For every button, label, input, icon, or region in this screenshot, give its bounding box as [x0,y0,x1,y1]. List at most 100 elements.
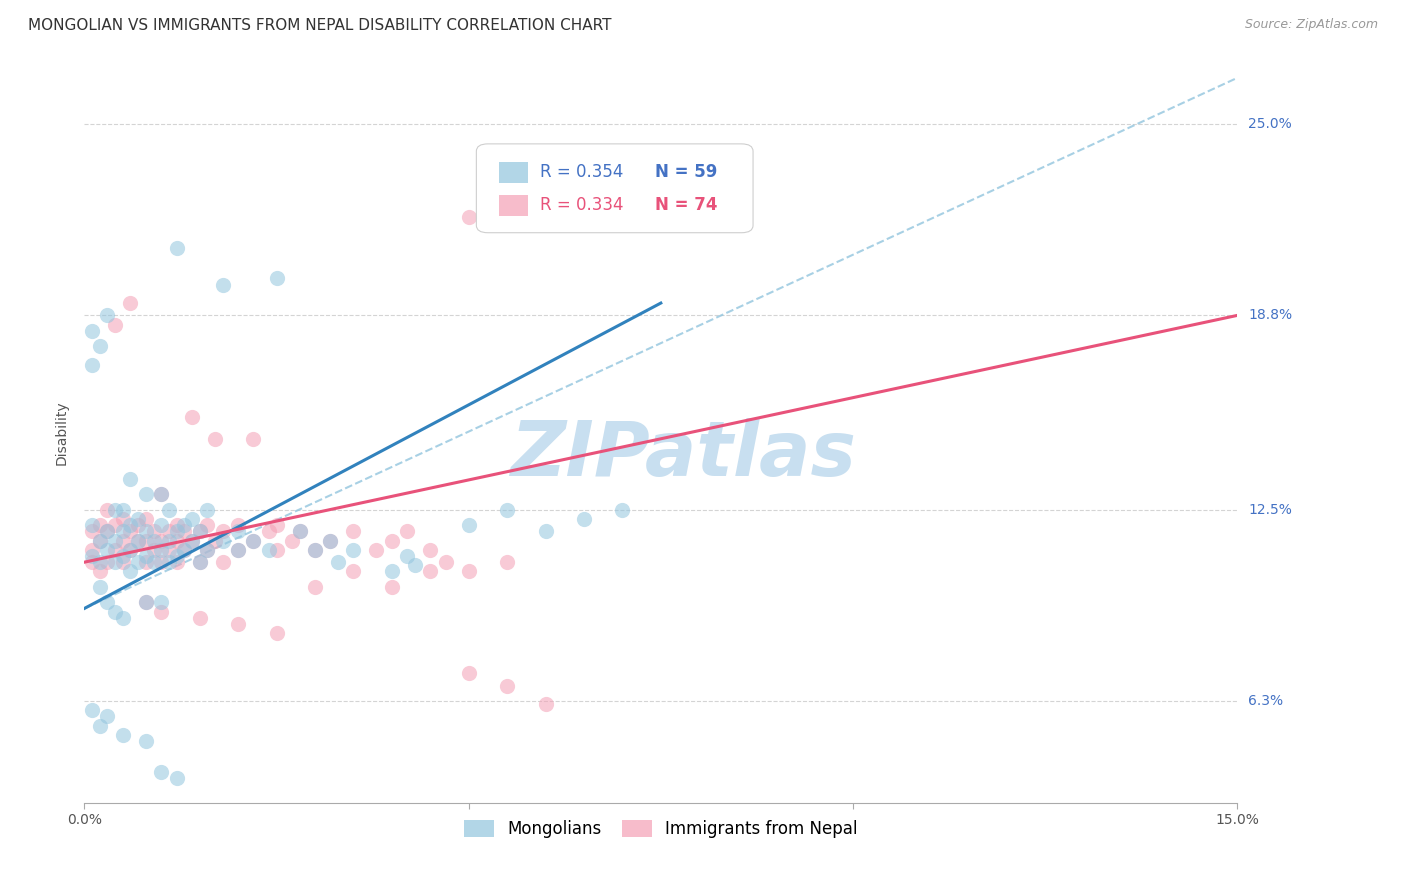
Legend: Mongolians, Immigrants from Nepal: Mongolians, Immigrants from Nepal [456,812,866,847]
Point [120,296,142,310]
Point [80,518,103,533]
Point [226,616,249,631]
Point [96,309,118,323]
Point [111,533,134,548]
Text: 18.8%: 18.8% [1249,309,1292,322]
Point [89,518,111,533]
Point [396,524,419,539]
Point [142,555,165,569]
Point [226,542,249,557]
Point [457,565,479,579]
Point [534,524,557,539]
Point [111,555,134,569]
Point [157,524,180,539]
Point [188,555,211,569]
Point [150,533,173,548]
Text: MONGOLIAN VS IMMIGRANTS FROM NEPAL DISABILITY CORRELATION CHART: MONGOLIAN VS IMMIGRANTS FROM NEPAL DISAB… [28,18,612,33]
Point [127,512,149,526]
Point [326,555,349,569]
Point [150,605,173,619]
Point [96,524,118,539]
Point [127,555,149,569]
Point [120,472,142,486]
Point [150,487,173,501]
Point [226,518,249,533]
Point [157,533,180,548]
Point [242,432,264,446]
Point [496,679,519,693]
Point [288,524,311,539]
Text: 12.5%: 12.5% [1249,503,1292,516]
Point [242,533,264,548]
Point [80,555,103,569]
Point [496,555,519,569]
Point [104,318,127,332]
Point [195,542,218,557]
Point [188,524,211,539]
Point [120,518,142,533]
Point [135,487,157,501]
Point [181,410,204,425]
Point [96,555,118,569]
Point [104,533,127,548]
Point [381,533,404,548]
Point [342,542,364,557]
Point [157,542,180,557]
Point [135,734,157,748]
Point [204,533,226,548]
Point [104,605,127,619]
Point [80,703,103,717]
Point [173,524,195,539]
Point [288,524,311,539]
Bar [499,162,529,183]
Text: N = 59: N = 59 [655,163,717,181]
Point [434,555,457,569]
Point [266,271,288,285]
Point [457,210,479,224]
Point [80,524,103,539]
Point [257,524,280,539]
Point [96,709,118,723]
Point [226,542,249,557]
Text: ZIPatlas: ZIPatlas [510,417,856,491]
Point [381,565,404,579]
Point [266,518,288,533]
Point [396,549,419,563]
Point [319,533,342,548]
Point [80,358,103,372]
Point [304,542,326,557]
Point [257,542,280,557]
Point [157,502,180,516]
Point [157,555,180,569]
Point [96,502,118,516]
Point [242,533,264,548]
Point [181,533,204,548]
Text: 25.0%: 25.0% [1249,117,1292,131]
Point [366,542,388,557]
Point [135,524,157,539]
Point [150,595,173,609]
Point [89,339,111,353]
Point [281,533,304,548]
Point [226,524,249,539]
Point [419,542,441,557]
Point [127,518,149,533]
Point [142,533,165,548]
Point [612,502,634,516]
Point [457,518,479,533]
Text: Source: ZipAtlas.com: Source: ZipAtlas.com [1244,18,1378,31]
Point [135,533,157,548]
Point [404,558,426,573]
Point [96,542,118,557]
Point [89,565,111,579]
Text: N = 74: N = 74 [655,195,717,213]
Point [89,719,111,733]
Point [166,524,188,539]
Point [135,595,157,609]
Point [188,611,211,625]
Point [166,771,188,785]
Point [111,524,134,539]
Point [135,555,157,569]
Point [111,502,134,516]
Point [181,512,204,526]
